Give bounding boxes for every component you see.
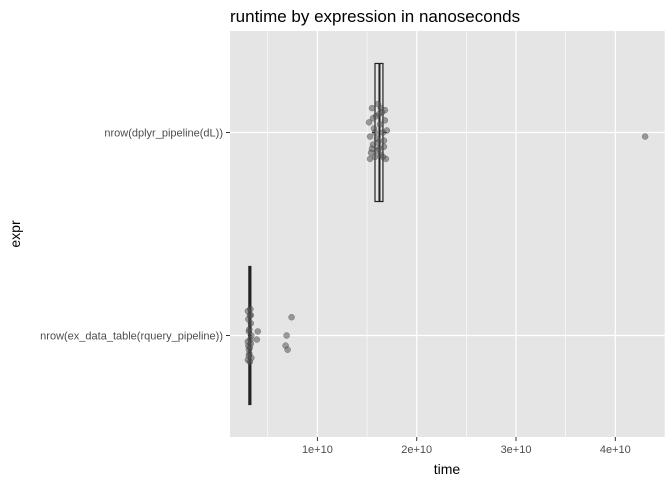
data-point [245, 352, 253, 360]
data-point [381, 117, 389, 124]
data-point [381, 106, 389, 114]
data-point [368, 145, 376, 152]
chart-title: runtime by expression in nanoseconds [230, 7, 520, 26]
data-point [248, 332, 255, 339]
x-tick-label: 1e+10 [302, 444, 333, 456]
y-axis: nrow(dplyr_pipeline(dL)) nrow(ex_data_tab… [40, 128, 230, 343]
data-point [247, 311, 255, 319]
data-point [369, 115, 377, 122]
x-axis-title: time [434, 461, 461, 477]
points [244, 100, 649, 366]
x-tick-label: 4e+10 [600, 444, 631, 456]
data-point [641, 133, 649, 140]
data-point [380, 137, 388, 144]
data-point [368, 104, 376, 112]
data-point [376, 121, 384, 128]
data-point [244, 338, 252, 345]
x-axis: 1e+10 2e+10 3e+10 4e+10 [302, 437, 631, 456]
x-tick-label: 3e+10 [501, 444, 532, 456]
data-point [375, 110, 383, 118]
grid-minor [267, 31, 666, 437]
data-point [284, 346, 291, 353]
data-point [383, 127, 391, 134]
data-point [254, 328, 262, 335]
data-point [366, 133, 374, 140]
data-point [288, 313, 295, 321]
data-point [380, 143, 388, 150]
data-point [247, 305, 254, 313]
data-point [246, 358, 254, 366]
x-tick-label: 2e+10 [401, 444, 432, 456]
y-tick-label: nrow(ex_data_table(rquery_pipeline)) [40, 331, 223, 343]
data-point [246, 344, 254, 351]
grid-major [230, 31, 665, 437]
data-point [374, 139, 382, 146]
data-point [283, 332, 290, 339]
data-point [365, 119, 373, 126]
data-point [366, 155, 374, 163]
data-point [379, 153, 387, 161]
data-point [253, 336, 261, 343]
plot-panel [230, 31, 665, 437]
data-point [246, 326, 253, 333]
y-axis-title: expr [7, 220, 23, 248]
y-tick-label: nrow(dplyr_pipeline(dL)) [104, 128, 223, 140]
data-point [371, 129, 379, 136]
